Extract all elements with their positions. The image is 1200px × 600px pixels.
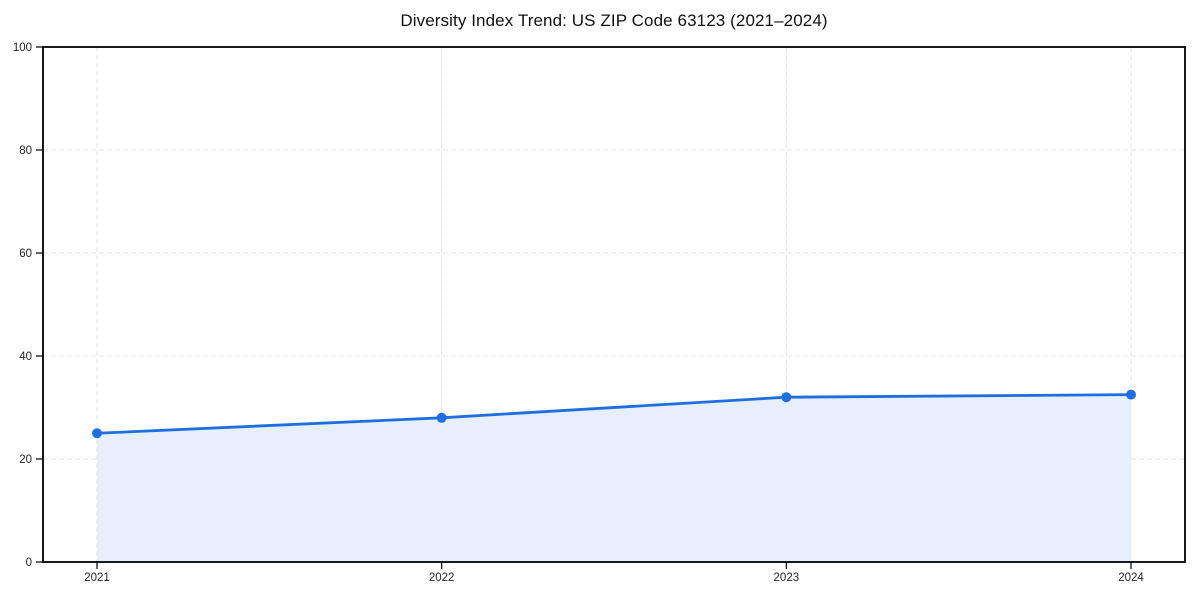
y-tick-label: 80 (19, 145, 32, 157)
data-point-marker (781, 392, 792, 403)
y-tick-label: 100 (13, 42, 32, 54)
x-tick-label: 2024 (1118, 572, 1144, 584)
x-tick-label: 2021 (84, 572, 110, 584)
trend-line (95, 393, 1133, 435)
area-fill (97, 394, 1131, 562)
data-point-marker (1126, 389, 1136, 400)
y-tick-label: 0 (26, 557, 32, 569)
y-tick-label: 60 (19, 248, 32, 260)
y-tick-label: 40 (19, 351, 32, 363)
data-point-marker (436, 412, 447, 423)
x-tick-label: 2022 (429, 572, 455, 584)
plot-border (42, 46, 1186, 563)
y-tick-label: 20 (19, 454, 32, 466)
chart-title: Diversity Index Trend: US ZIP Code 63123… (400, 11, 828, 30)
x-tick-label: 2023 (774, 572, 800, 584)
data-point-marker (92, 428, 102, 439)
